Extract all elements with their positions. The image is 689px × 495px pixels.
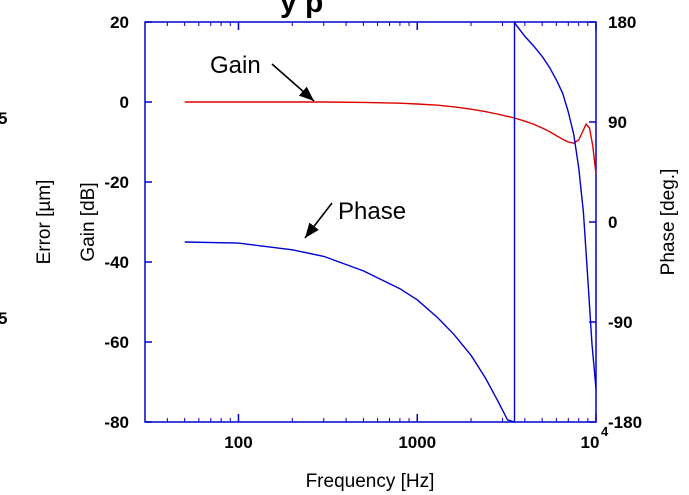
y-right-tick-label: 90 [608, 113, 627, 132]
arrow-phase-head [305, 222, 319, 238]
x-tick-label: 10 [581, 433, 600, 452]
y-left-tick-label: 0 [120, 93, 129, 112]
y-left-tick-label: -40 [104, 253, 129, 272]
y-right-tick-label: 0 [608, 213, 617, 232]
y-axis-title-left: Gain [dB] [78, 182, 99, 261]
annotation-arrows [271, 63, 333, 239]
cut-label-lower: 5 [0, 309, 7, 328]
y-left-tick-label: -80 [104, 413, 129, 432]
annotation-phase: Phase [338, 198, 406, 225]
series-line-gain [184, 101, 597, 175]
y-left-tick-label: 20 [110, 13, 129, 32]
series-line-phase [184, 21, 597, 423]
y-right-tick-label: -180 [608, 413, 642, 432]
annotation-gain: Gain [210, 52, 261, 79]
arrow-gain-head [298, 86, 314, 101]
cut-label-upper: 5 [0, 109, 7, 128]
y-axis-title-right: Phase [deg.] [658, 169, 679, 276]
y-left-tick-label: -20 [104, 173, 129, 192]
y-right-tick-label: -90 [608, 313, 633, 332]
x-tick-exponent: 4 [601, 424, 609, 439]
chart-title-fragment: y p [280, 0, 323, 19]
y-right-tick-label: 180 [608, 13, 636, 32]
x-tick-label: 1000 [398, 433, 436, 452]
x-axis-title: Frequency [Hz] [306, 471, 435, 492]
series-group [184, 21, 597, 423]
x-tick-label: 100 [224, 433, 252, 452]
y-axis-title-outer: Error [µm] [34, 180, 55, 265]
axis-ticks: 20 0 -20 -40 -60 -80 180 90 0 -90 -180 100 1000 104 [104, 13, 642, 452]
y-left-tick-label: -60 [104, 333, 129, 352]
